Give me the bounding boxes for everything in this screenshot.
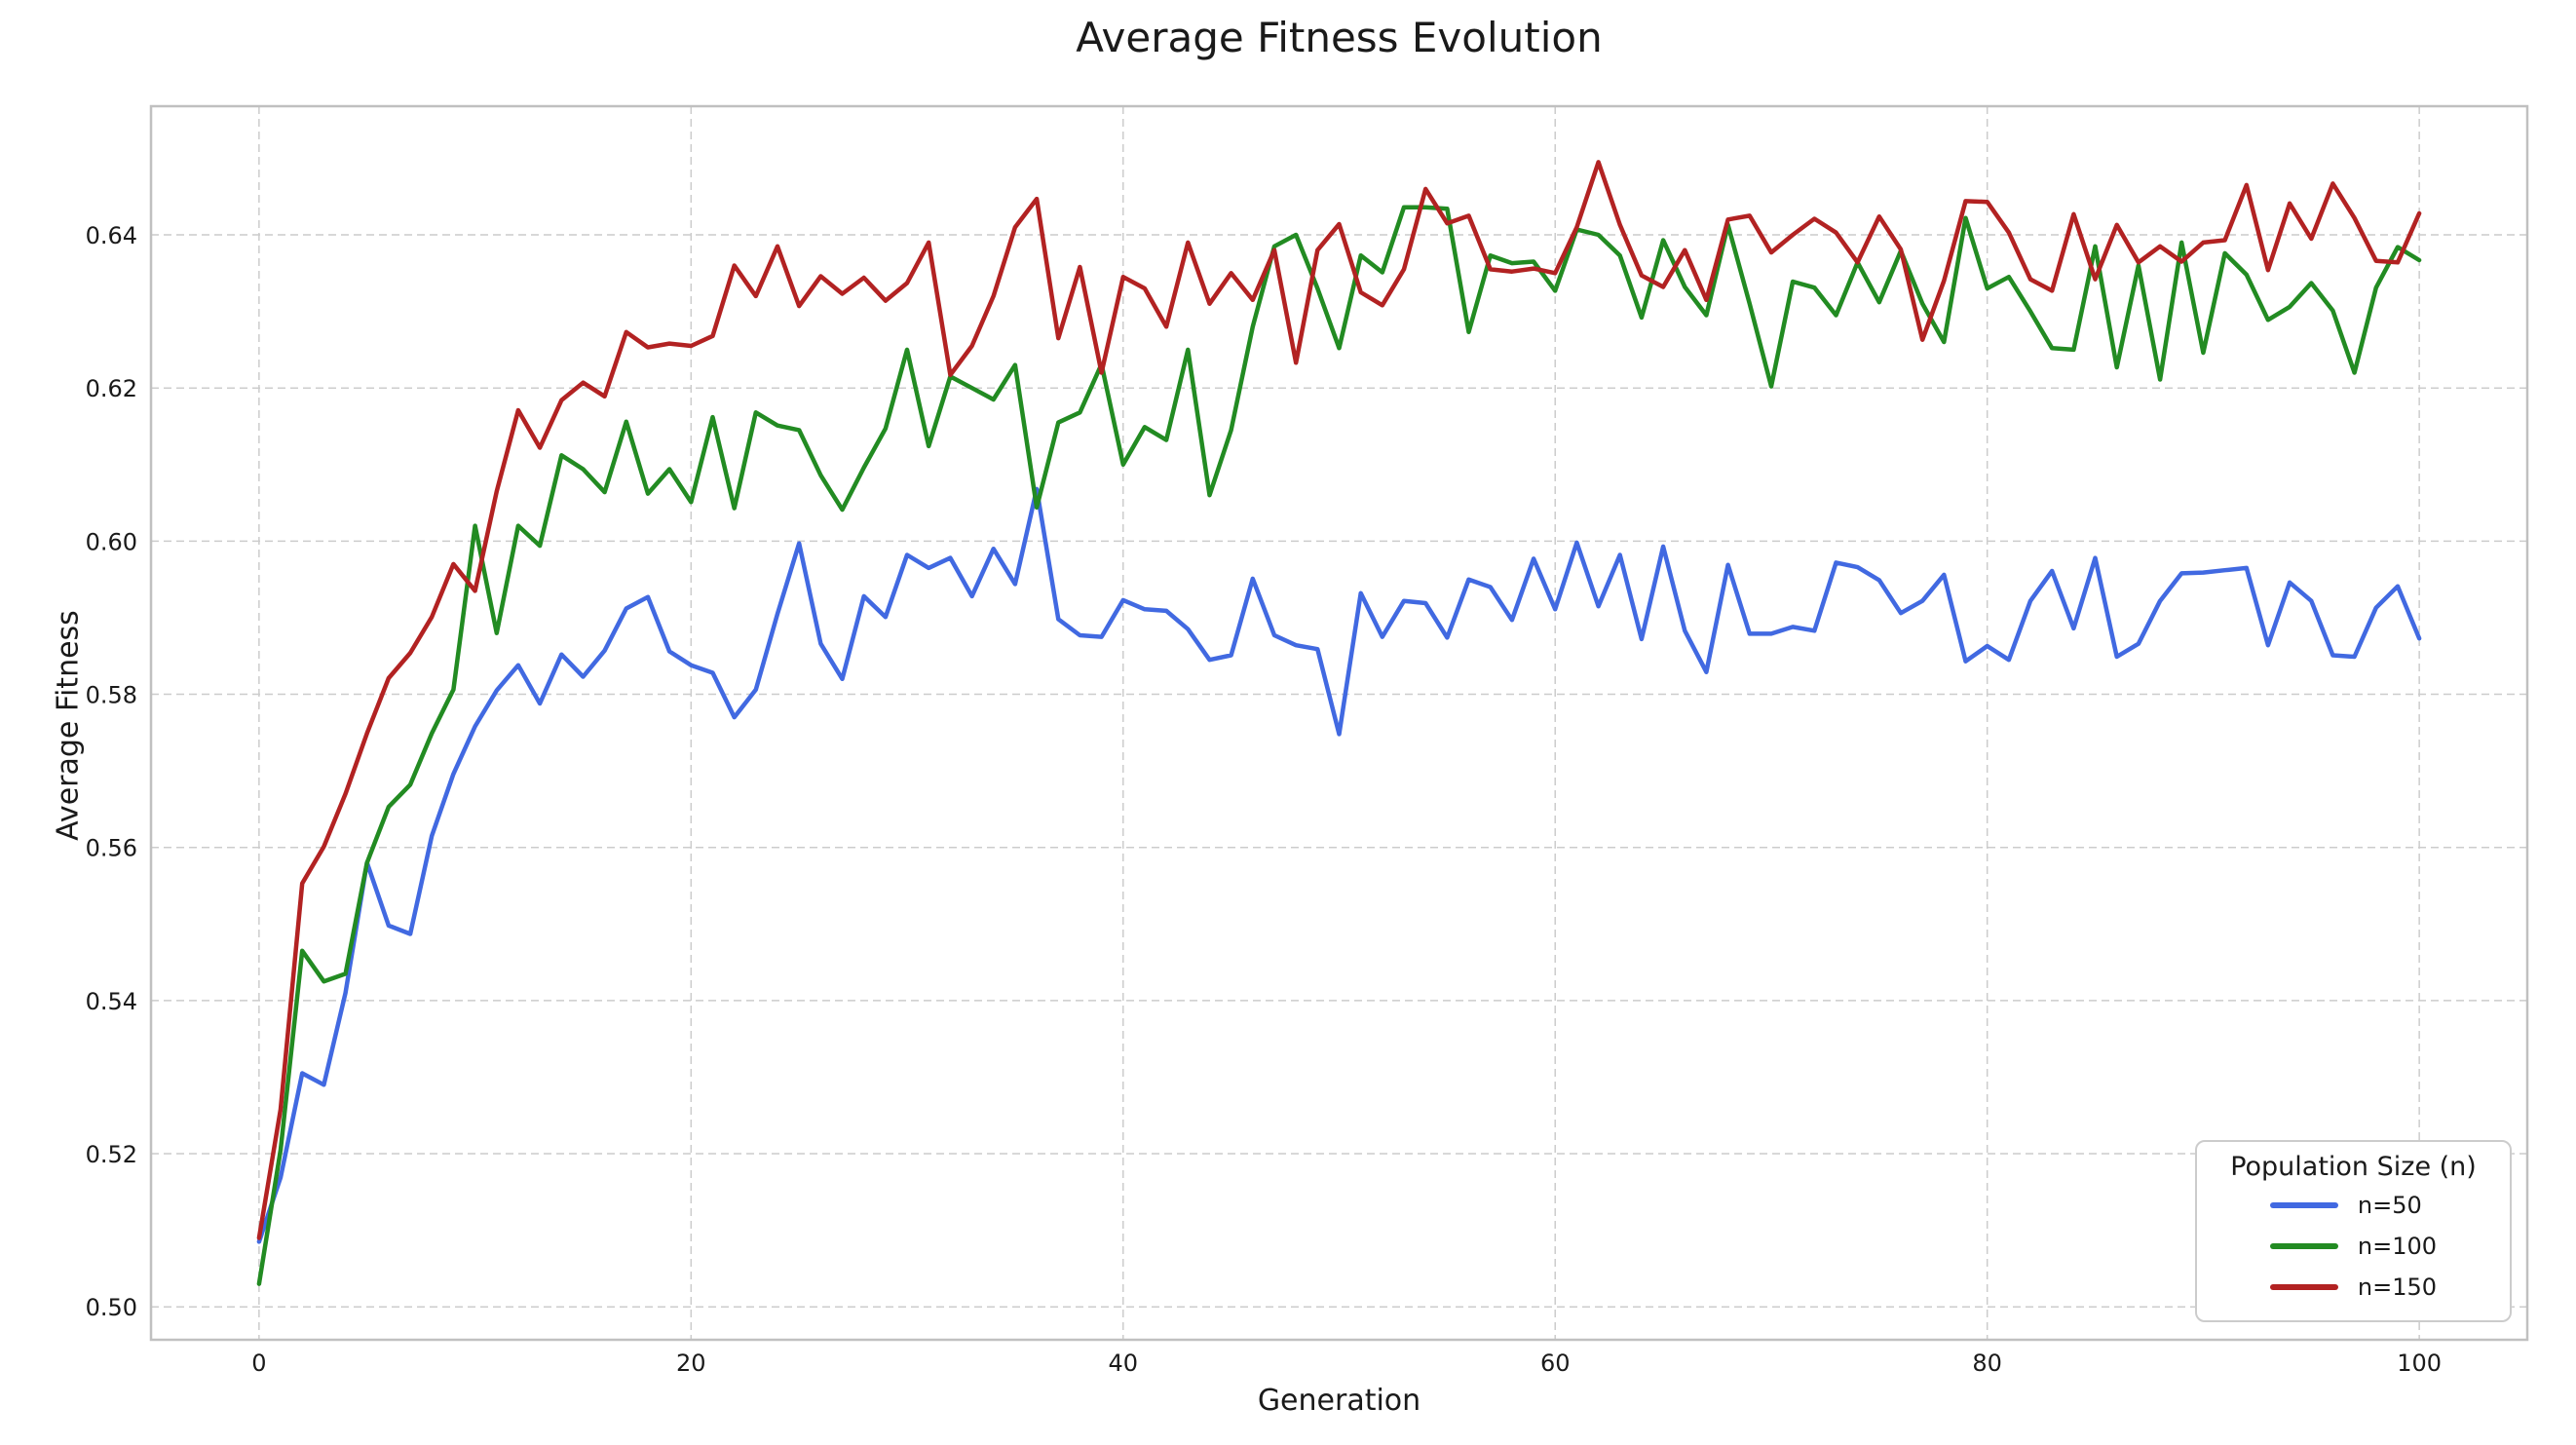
series-line-n=50 <box>256 486 2422 1244</box>
x-axis-label: Generation <box>1257 1384 1421 1418</box>
x-tick-label-60: 60 <box>1540 1350 1571 1377</box>
x-tick-label-100: 100 <box>2397 1350 2442 1377</box>
legend-label-n=150: n=150 <box>2357 1274 2438 1301</box>
y-tick-label-0.52: 0.52 <box>86 1141 137 1168</box>
x-tick-label-20: 20 <box>676 1350 706 1377</box>
y-tick-label-0.50: 0.50 <box>86 1294 137 1321</box>
x-tick-label-40: 40 <box>1108 1350 1138 1377</box>
y-tick-label-0.64: 0.64 <box>86 222 137 249</box>
series-line-n=150 <box>256 160 2422 1240</box>
plot-border <box>149 104 2529 1342</box>
legend-swatch-n=50 <box>2269 1202 2338 1208</box>
y-tick-label-0.54: 0.54 <box>86 988 137 1015</box>
x-tick-label-0: 0 <box>251 1350 266 1377</box>
y-tick-label-0.56: 0.56 <box>86 835 137 862</box>
legend-title: Population Size (n) <box>2230 1152 2477 1182</box>
legend: Population Size (n) n=50 n=100 n=150 <box>2195 1140 2512 1322</box>
legend-label-n=100: n=100 <box>2357 1233 2438 1260</box>
x-tick-label-80: 80 <box>1972 1350 2002 1377</box>
legend-item-n=50: n=50 <box>2269 1192 2437 1219</box>
chart-title: Average Fitness Evolution <box>1076 14 1603 61</box>
legend-swatch-n=150 <box>2269 1284 2338 1290</box>
series-line-n=100 <box>256 205 2422 1286</box>
legend-item-n=150: n=150 <box>2269 1274 2438 1301</box>
y-tick-label-0.58: 0.58 <box>86 682 137 709</box>
legend-swatch-n=100 <box>2269 1243 2338 1249</box>
legend-label-n=50: n=50 <box>2357 1192 2422 1219</box>
y-axis-label: Average Fitness <box>51 610 86 841</box>
legend-item-n=100: n=100 <box>2269 1233 2438 1260</box>
legend-items: n=50 n=100 n=150 <box>2269 1192 2438 1301</box>
y-tick-label-0.62: 0.62 <box>86 375 137 402</box>
y-tick-label-0.60: 0.60 <box>86 528 137 555</box>
